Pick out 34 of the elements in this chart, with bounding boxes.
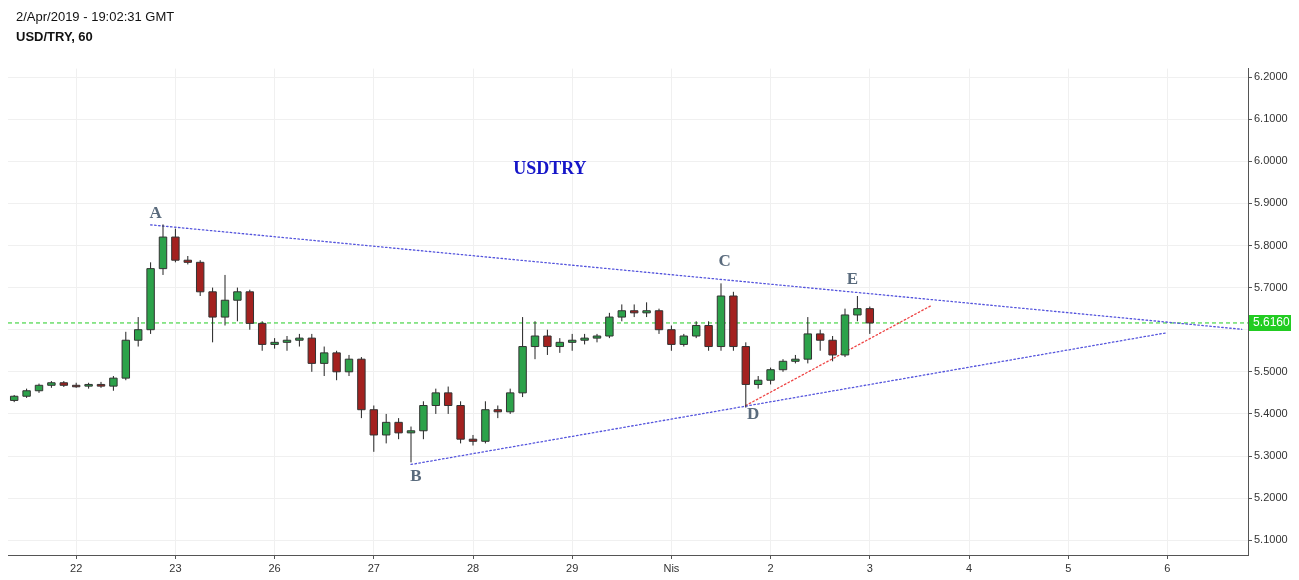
y-tick-label: 5.8000 <box>1254 238 1288 251</box>
y-tick-label: 6.1000 <box>1254 112 1288 125</box>
annotation: D <box>747 404 760 424</box>
x-tick-label: 27 <box>367 561 380 574</box>
x-tick-label: 23 <box>169 561 182 574</box>
annotation: A <box>149 202 163 222</box>
y-tick-label: 5.1000 <box>1254 533 1288 546</box>
candlestick <box>667 324 676 352</box>
y-tick-label: 5.3000 <box>1254 449 1288 462</box>
annotation: B <box>410 465 422 485</box>
x-tick-label: 26 <box>268 561 281 574</box>
y-tick-label: 5.2000 <box>1254 491 1288 504</box>
ref-line-label: 5.6160 <box>1253 315 1291 330</box>
x-tick-label: 22 <box>70 561 83 574</box>
x-tick-label: 29 <box>566 561 579 574</box>
x-tick-label: 6 <box>1164 561 1171 574</box>
x-tick-label: 4 <box>965 561 973 574</box>
x-tick-label: 3 <box>866 561 873 574</box>
x-tick-label: 28 <box>466 561 480 574</box>
chart-subtitle: 2/Apr/2019 - 19:02:31 GMT <box>16 8 176 26</box>
y-tick-label: 5.7000 <box>1254 280 1288 293</box>
x-tick-label: 2 <box>767 561 774 574</box>
chart-title: USD/TRY, 60 <box>16 28 94 46</box>
x-tick-label: 5 <box>1065 561 1072 574</box>
candlestick <box>233 287 242 322</box>
y-tick-label: 6.2000 <box>1254 70 1288 83</box>
y-tick-label: 6.0000 <box>1254 154 1288 167</box>
annotation: USDTRY <box>513 158 587 179</box>
y-tick-label: 5.9000 <box>1254 196 1288 209</box>
annotation: E <box>846 268 859 288</box>
x-tick-label: Nis <box>663 561 680 574</box>
y-tick-label: 5.5000 <box>1254 364 1288 377</box>
annotation: C <box>718 251 731 271</box>
y-tick-label: 5.4000 <box>1254 406 1288 419</box>
